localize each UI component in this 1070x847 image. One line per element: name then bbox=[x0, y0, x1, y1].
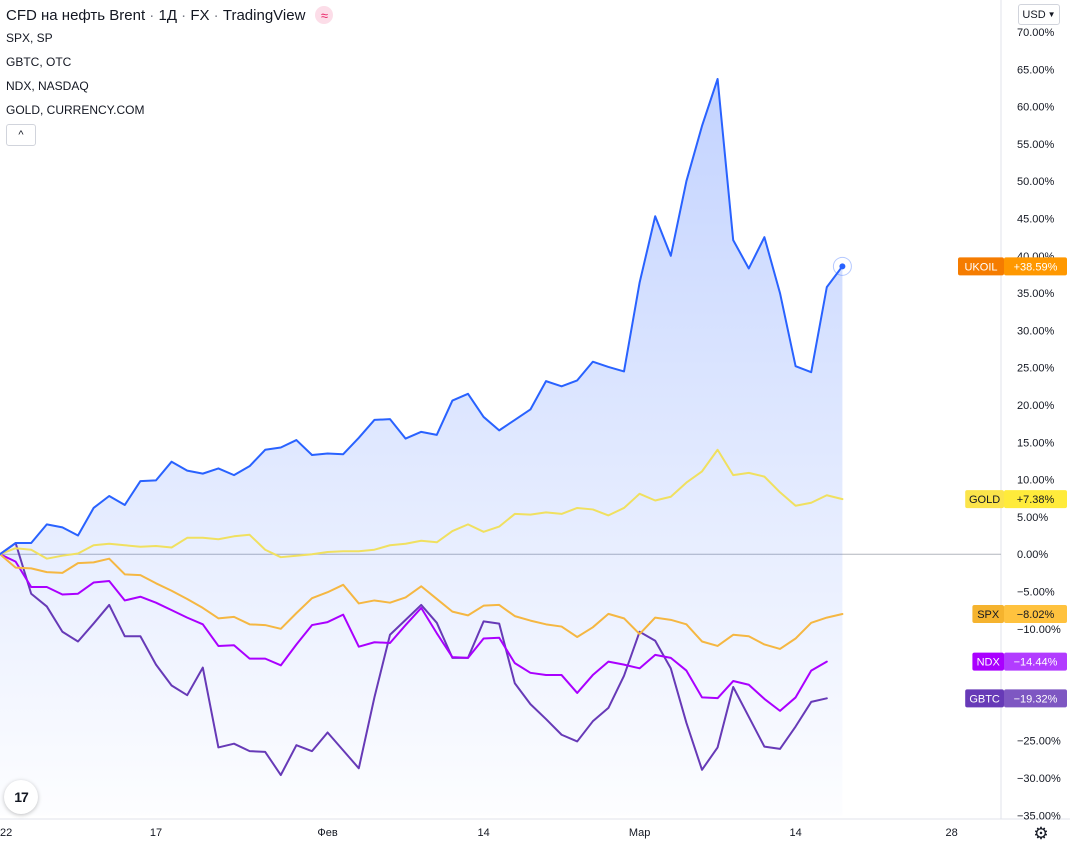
series-value-tag bbox=[1004, 490, 1067, 509]
y-tick-label: −30.00% bbox=[1017, 773, 1061, 785]
legend-item-gbtc[interactable]: GBTC, OTC bbox=[6, 55, 72, 69]
y-tick-label: −35.00% bbox=[1017, 810, 1061, 822]
y-tick-label: 10.00% bbox=[1017, 475, 1055, 487]
series-line-gbtc[interactable] bbox=[0, 542, 828, 777]
series-tag-name: GOLD bbox=[969, 494, 1000, 506]
series-value-label: −8.02% bbox=[1017, 609, 1055, 621]
y-tick-label: 5.00% bbox=[1017, 512, 1048, 524]
y-tick-label: 0.00% bbox=[1017, 549, 1048, 561]
x-tick-label: 14 bbox=[477, 827, 489, 839]
y-tick-label: −10.00% bbox=[1017, 624, 1061, 636]
last-point-halo bbox=[832, 256, 852, 276]
symbol-name[interactable]: CFD на нефть Brent bbox=[6, 6, 146, 24]
y-tick-label: −5.00% bbox=[1017, 587, 1055, 599]
legend-title[interactable]: CFD на нефть Brent · 1Д · FX · TradingVi… bbox=[6, 4, 334, 26]
series-tag-name: GBTC bbox=[969, 693, 1000, 705]
y-tick-label: 60.00% bbox=[1017, 102, 1055, 114]
series-line-gold[interactable] bbox=[0, 448, 844, 560]
series-value-label: −14.44% bbox=[1014, 657, 1058, 669]
y-tick-label: 50.00% bbox=[1017, 176, 1055, 188]
chevron-down-icon: ▼ bbox=[1047, 10, 1056, 19]
series-line-ukoil[interactable] bbox=[0, 77, 844, 556]
y-tick-label: 65.00% bbox=[1017, 64, 1055, 76]
currency-selector[interactable]: USD ▼ bbox=[1018, 4, 1060, 25]
chart-legend: CFD на нефть Brent · 1Д · FX · TradingVi… bbox=[6, 4, 334, 122]
series-value-label: −19.32% bbox=[1014, 693, 1058, 705]
x-tick-label: Мар bbox=[629, 827, 651, 839]
series-tag-gold[interactable] bbox=[965, 490, 1004, 509]
series-line-ndx[interactable] bbox=[0, 553, 828, 712]
series-tag-ndx[interactable] bbox=[972, 652, 1004, 671]
currency-label: USD bbox=[1022, 8, 1046, 21]
y-tick-label: 20.00% bbox=[1017, 400, 1055, 412]
y-tick-label: 70.00% bbox=[1017, 27, 1055, 39]
chevron-up-icon: ^ bbox=[18, 129, 24, 141]
x-tick-label: 28 bbox=[945, 827, 957, 839]
series-value-tag bbox=[1004, 652, 1067, 671]
tradingview-logo[interactable]: 17 bbox=[4, 780, 38, 814]
data-delay-icon[interactable]: ≈ bbox=[315, 6, 334, 24]
y-tick-label: 25.00% bbox=[1017, 363, 1055, 375]
series-tag-spx[interactable] bbox=[972, 605, 1004, 624]
series-value-tag bbox=[1004, 605, 1067, 624]
legend-item-spx[interactable]: SPX, SP bbox=[6, 31, 53, 45]
series-tag-name: UKOIL bbox=[964, 261, 997, 273]
interval-label[interactable]: 1Д bbox=[158, 6, 177, 24]
x-tick-label: 22 bbox=[0, 827, 12, 839]
series-tag-gbtc[interactable] bbox=[965, 689, 1004, 708]
y-tick-label: 30.00% bbox=[1017, 325, 1055, 337]
ukoil-area-fill bbox=[0, 78, 843, 816]
series-tag-name: SPX bbox=[977, 609, 1000, 621]
series-line-spx[interactable] bbox=[0, 553, 844, 650]
gear-icon[interactable]: ⚙ bbox=[1033, 824, 1049, 843]
x-tick-label: Фев bbox=[317, 827, 337, 839]
series-tag-ukoil[interactable] bbox=[958, 257, 1004, 276]
series-value-tag bbox=[1004, 689, 1067, 708]
y-tick-label: −25.00% bbox=[1017, 736, 1061, 748]
y-tick-label: 15.00% bbox=[1017, 437, 1055, 449]
series-value-label: +38.59% bbox=[1014, 261, 1058, 273]
exchange-label: FX bbox=[190, 6, 210, 24]
series-value-label: +7.38% bbox=[1017, 494, 1055, 506]
legend-item-ndx[interactable]: NDX, NASDAQ bbox=[6, 79, 89, 93]
y-tick-label: 55.00% bbox=[1017, 139, 1055, 151]
y-tick-label: 45.00% bbox=[1017, 214, 1055, 226]
legend-item-gold[interactable]: GOLD, CURRENCY.COM bbox=[6, 103, 145, 117]
x-tick-label: 17 bbox=[150, 827, 162, 839]
series-value-tag bbox=[1004, 257, 1067, 276]
series-tag-name: NDX bbox=[977, 657, 1001, 669]
x-tick-label: 14 bbox=[789, 827, 801, 839]
y-tick-label: 35.00% bbox=[1017, 288, 1055, 300]
last-point-marker bbox=[839, 263, 846, 270]
source-label: TradingView bbox=[222, 6, 306, 24]
collapse-legend-button[interactable]: ^ bbox=[6, 124, 36, 146]
